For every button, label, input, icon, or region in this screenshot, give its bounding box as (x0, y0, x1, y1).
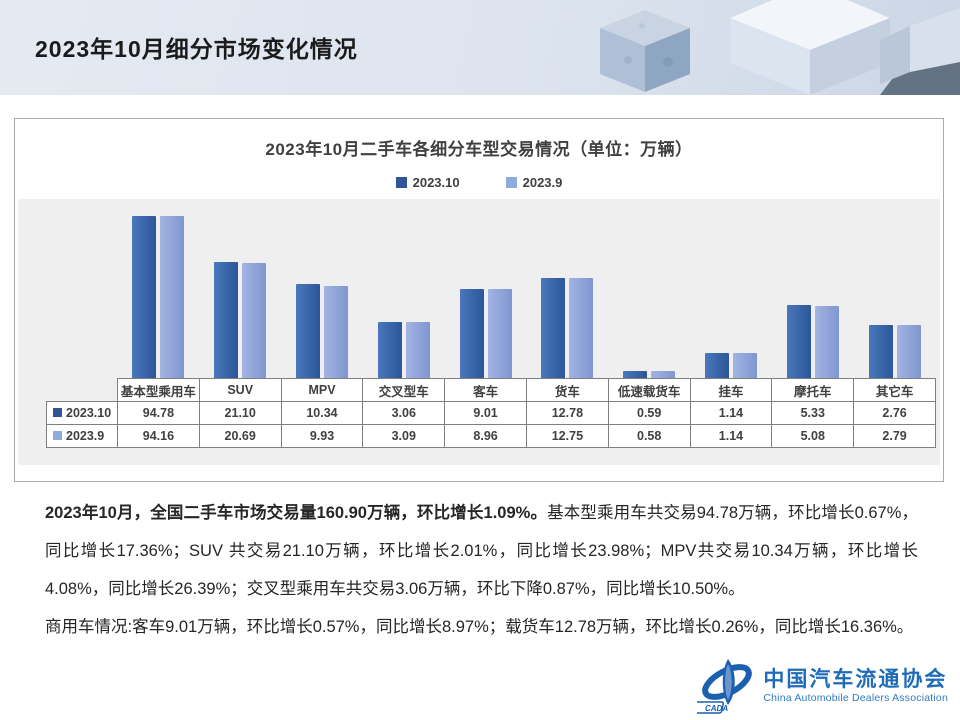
bar-2023.9 (159, 216, 184, 378)
bar-group-7 (608, 199, 690, 378)
bar-2023.9 (651, 371, 676, 378)
bar-2023.9 (323, 286, 348, 378)
logo-text: 中国汽车流通协会 China Automobile Dealers Associ… (763, 668, 948, 704)
bar-plot (117, 199, 936, 378)
table-cell: 12.78 (525, 401, 609, 425)
table-cell: 2.76 (853, 401, 936, 425)
bar-2023.9 (733, 353, 758, 378)
bar-2023.10 (459, 289, 484, 378)
bar-group-5 (445, 199, 527, 378)
table-cell: 9.01 (444, 401, 527, 425)
table-cell: 1.14 (689, 424, 773, 448)
table-category-header: 客车 (444, 378, 527, 402)
header-cubes-graphic (600, 0, 960, 95)
data-table: 基本型乘用车 SUV MPV 交叉型车 客车 货车 低速载货车 挂车 摩托车 其它车 2023.10… (46, 378, 936, 448)
bar-group-4 (363, 199, 445, 378)
table-cell: 94.78 (117, 401, 200, 425)
bar-2023.10 (541, 278, 566, 378)
chart-legend: 2023.10 2023.9 (15, 175, 943, 190)
logo-cn-name: 中国汽车流通协会 (763, 667, 948, 691)
summary-lead: 2023年10月，全国二手车市场交易量160.90万辆，环比增长1.09%。 (45, 504, 548, 522)
cada-logo: CADA 中国汽车流通协会 China Automobile Dealers A… (697, 658, 948, 714)
table-cell: 20.69 (198, 424, 282, 448)
table-category-header: 摩托车 (771, 378, 855, 402)
svg-text:CADA: CADA (705, 704, 728, 713)
bar-group-2 (199, 199, 281, 378)
commercial-paragraph: 商用车情况:客车9.01万辆，环比增长0.57%，同比增长8.97%；载货车12… (45, 618, 914, 636)
bar-2023.9 (897, 325, 922, 378)
table-cell: 2.79 (853, 424, 936, 448)
table-cell: 21.10 (198, 401, 282, 425)
bar-group-8 (690, 199, 772, 378)
bar-group-1 (117, 199, 199, 378)
table-cell: 3.06 (362, 401, 446, 425)
legend-item-2023.10: 2023.10 (395, 175, 460, 190)
bar-group-6 (527, 199, 609, 378)
table-cell: 3.09 (362, 424, 446, 448)
table-category-header: 货车 (525, 378, 609, 402)
table-series-row: 2023.10 94.78 21.10 10.34 3.06 9.01 12.78 0.59 1… (46, 401, 936, 425)
bar-2023.9 (569, 278, 594, 378)
row-swatch (53, 431, 62, 440)
logo-en-name: China Automobile Dealers Association (763, 692, 948, 705)
bar-2023.10 (377, 322, 402, 378)
table-category-header: 挂车 (689, 378, 773, 402)
chart-panel: 2023年10月二手车各细分车型交易情况（单位：万辆） 2023.10 2023.… (14, 118, 944, 482)
legend-item-2023.9: 2023.9 (505, 175, 563, 190)
table-corner-cell (47, 379, 118, 402)
bar-2023.10 (295, 284, 320, 378)
bar-2023.9 (487, 289, 512, 378)
cada-emblem-text: CADA (697, 701, 729, 714)
table-cell: 0.58 (607, 424, 691, 448)
bar-group-10 (854, 199, 936, 378)
table-series-label: 2023.10 (46, 401, 118, 425)
table-category-header: 基本型乘用车 (117, 378, 200, 402)
bar-2023.9 (241, 263, 266, 378)
summary-rest: 基本型乘用车共交易94.78万辆，环比增长0.67%，同比增长17.36%；SU… (45, 504, 919, 598)
row-swatch (53, 408, 62, 417)
table-category-header: 低速载货车 (607, 378, 691, 402)
legend-swatch (395, 177, 407, 188)
table-cell: 5.08 (771, 424, 855, 448)
table-cell: 8.96 (444, 424, 527, 448)
legend-label: 2023.10 (412, 175, 460, 190)
legend-swatch (505, 177, 517, 188)
table-cell: 12.75 (525, 424, 609, 448)
slide-title: 2023年10月细分市场变化情况 (35, 36, 358, 62)
bar-group-9 (772, 199, 854, 378)
bar-2023.10 (623, 371, 648, 378)
table-cell: 0.59 (607, 401, 691, 425)
header-banner: 2023年10月细分市场变化情况 (0, 0, 960, 95)
table-cell: 94.16 (117, 424, 200, 448)
table-cell: 10.34 (280, 401, 364, 425)
table-header-row: 基本型乘用车 SUV MPV 交叉型车 客车 货车 低速载货车 挂车 摩托车 其它车 (47, 378, 936, 402)
bar-2023.9 (405, 322, 430, 378)
legend-label: 2023.9 (522, 175, 563, 190)
table-category-header: 其它车 (853, 378, 936, 402)
bar-2023.10 (131, 216, 156, 378)
table-cell: 5.33 (771, 401, 855, 425)
cada-emblem-icon: CADA (697, 659, 753, 714)
table-category-header: 交叉型车 (362, 378, 446, 402)
table-category-header: MPV (280, 378, 364, 402)
table-series-row: 2023.9 94.16 20.69 9.93 3.09 8.96 12.75 0.58 1.1… (46, 424, 936, 448)
bar-group-3 (281, 199, 363, 378)
bar-2023.9 (815, 306, 840, 378)
table-category-header: SUV (198, 378, 282, 402)
table-cell: 1.14 (689, 401, 773, 425)
chart-title: 2023年10月二手车各细分车型交易情况（单位：万辆） (265, 140, 693, 159)
table-cell: 9.93 (280, 424, 364, 448)
bar-2023.10 (705, 353, 730, 378)
table-series-label: 2023.9 (46, 424, 118, 448)
bar-2023.10 (213, 262, 238, 378)
body-text: 2023年10月，全国二手车市场交易量160.90万辆，环比增长1.09%。基本… (45, 494, 918, 646)
bar-2023.10 (787, 305, 812, 378)
bar-2023.10 (869, 325, 894, 378)
